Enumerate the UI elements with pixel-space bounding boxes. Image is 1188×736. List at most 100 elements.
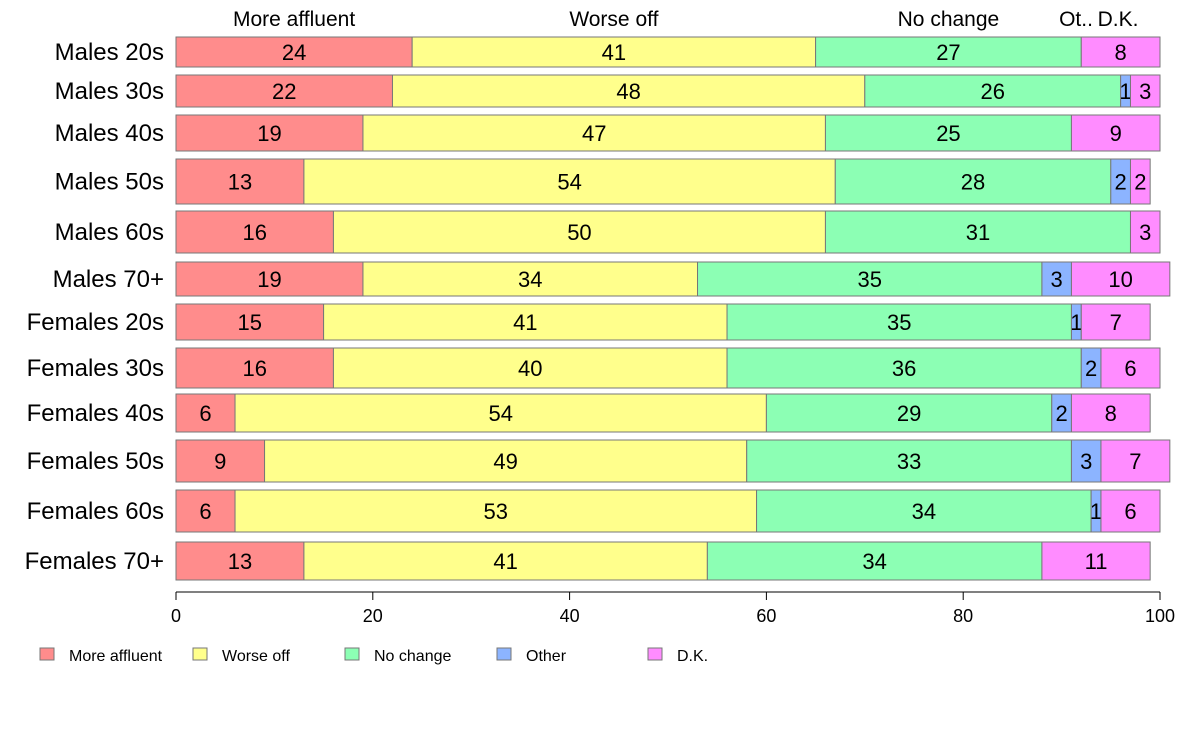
bar-segment-worse-off (264, 439, 748, 483)
data-label: 28 (961, 170, 985, 195)
category-label: Females 30s (27, 355, 164, 382)
bar-segment-d-k (1129, 158, 1151, 205)
data-label: 1 (1090, 499, 1102, 524)
data-label: 34 (518, 267, 542, 292)
category-label: Females 50s (27, 448, 164, 475)
bar-segment-no-change (815, 36, 1082, 68)
bar-segment-d-k (1100, 439, 1171, 483)
data-label: 7 (1129, 449, 1141, 474)
column-header-no-change: No change (898, 8, 1000, 31)
bar-segment-no-change (746, 439, 1072, 483)
bar-segment-d-k (1070, 114, 1161, 152)
category-label: Males 30s (55, 78, 164, 105)
category-label: Males 50s (55, 169, 164, 196)
legend-label-d-k: D.K. (677, 648, 708, 665)
data-label: 34 (912, 499, 936, 524)
data-label: 54 (488, 401, 512, 426)
data-label: 9 (1110, 121, 1122, 146)
data-label: 2 (1085, 356, 1097, 381)
bar-segment-more-affluent (175, 303, 325, 341)
bar-segment-d-k (1070, 393, 1151, 433)
legend-swatch-other (496, 647, 512, 661)
column-headers: More affluent Worse off No change Ot.. D.K. (233, 8, 1138, 31)
legend-swatch-no-change (344, 647, 360, 661)
data-label: 7 (1110, 310, 1122, 335)
data-label: 3 (1051, 267, 1063, 292)
data-label: 35 (887, 310, 911, 335)
data-label: 41 (513, 310, 537, 335)
category-label: Females 70+ (25, 548, 164, 575)
bar-segment-no-change (706, 541, 1043, 581)
data-label: 3 (1139, 220, 1151, 245)
data-label: 2 (1115, 170, 1127, 195)
data-label: 19 (257, 121, 281, 146)
data-label: 19 (257, 267, 281, 292)
bar-segment-no-change (864, 74, 1122, 108)
bar-segment-worse-off (411, 36, 817, 68)
bar-segment-worse-off (362, 114, 826, 152)
legend: More affluent Worse off No change Other D.K. (39, 647, 708, 665)
data-label: 16 (242, 356, 266, 381)
bar-segment-more-affluent (175, 489, 236, 533)
bar-segment-more-affluent (175, 439, 266, 483)
bar-segment-no-change (697, 261, 1043, 297)
data-label: 35 (857, 267, 881, 292)
category-labels: Males 20s Males 30s Males 40s Males 50s Male… (25, 39, 164, 575)
data-label: 31 (966, 220, 990, 245)
data-label: 41 (602, 40, 626, 65)
data-label: 9 (214, 449, 226, 474)
x-axis: 0 20 40 60 80 100 (171, 591, 1175, 626)
bar-segment-d-k (1129, 74, 1161, 108)
bar-segment-no-change (824, 210, 1131, 254)
data-label: 3 (1080, 449, 1092, 474)
data-label: 40 (518, 356, 542, 381)
category-label: Males 40s (55, 120, 164, 147)
bar-segment-d-k (1080, 36, 1161, 68)
bar-segment-other (1070, 439, 1102, 483)
legend-label-other: Other (526, 648, 567, 665)
data-label: 8 (1105, 401, 1117, 426)
bar-segment-other (1041, 261, 1072, 297)
bar-segment-no-change (834, 158, 1112, 205)
legend-swatch-d-k (647, 647, 663, 661)
data-label: 24 (282, 40, 306, 65)
bar-segment-more-affluent (175, 541, 305, 581)
data-label: 6 (199, 401, 211, 426)
x-tick-label: 60 (756, 606, 776, 626)
bars: 24 41 27 822 48 26 1 319 47 25 913 54 28 2 216 50 31 319 3… (175, 36, 1171, 581)
category-label: Males 20s (55, 39, 164, 66)
bar-segment-more-affluent (175, 210, 334, 254)
bar-segment-d-k (1100, 347, 1161, 389)
data-label: 2 (1055, 401, 1067, 426)
data-label: 6 (1124, 356, 1136, 381)
category-label: Males 60s (55, 219, 164, 246)
category-label: Females 40s (27, 400, 164, 427)
data-label: 33 (897, 449, 921, 474)
data-label: 10 (1108, 267, 1132, 292)
legend-label-worse-off: Worse off (222, 648, 290, 665)
bar-segment-worse-off (391, 74, 866, 108)
bar-segment-worse-off (303, 158, 836, 205)
category-label: Males 70+ (53, 266, 164, 293)
bar-segment-d-k (1070, 261, 1171, 297)
data-label: 16 (242, 220, 266, 245)
data-label: 53 (484, 499, 508, 524)
data-label: 29 (897, 401, 921, 426)
data-label: 6 (1124, 499, 1136, 524)
bar-segment-worse-off (234, 489, 758, 533)
x-tick-label: 20 (363, 606, 383, 626)
bar-segment-d-k (1129, 210, 1161, 254)
bar-segment-worse-off (332, 210, 826, 254)
bar-segment-no-change (726, 347, 1082, 389)
legend-swatch-more-affluent (39, 647, 55, 661)
data-label: 13 (228, 170, 252, 195)
bar-segment-more-affluent (175, 36, 413, 68)
legend-swatch-worse-off (192, 647, 208, 661)
data-label: 34 (862, 549, 886, 574)
bar-segment-worse-off (234, 393, 767, 433)
data-label: 22 (272, 79, 296, 104)
data-label: 1 (1070, 310, 1082, 335)
data-label: 47 (582, 121, 606, 146)
bar-segment-d-k (1100, 489, 1161, 533)
